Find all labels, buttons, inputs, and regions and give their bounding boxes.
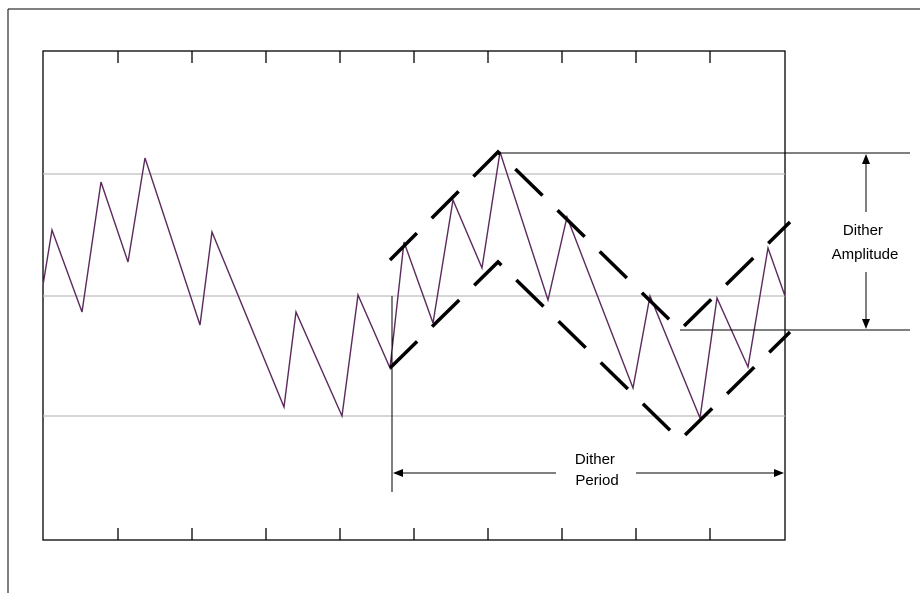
dither-envelope-lower [388,259,792,443]
dither-period-label: Dither Period [575,451,619,489]
dither-envelope-upper [388,149,792,333]
dither-amplitude-label: Dither Amplitude [832,222,899,263]
top-ticks [117,51,711,63]
dithered-waveform [42,151,786,421]
period-label-line2: Period [575,472,618,489]
period-label-line1: Dither [575,451,615,468]
amplitude-label-line2: Amplitude [832,246,899,263]
amplitude-label-line1: Dither [843,222,883,239]
bottom-ticks [117,528,711,540]
